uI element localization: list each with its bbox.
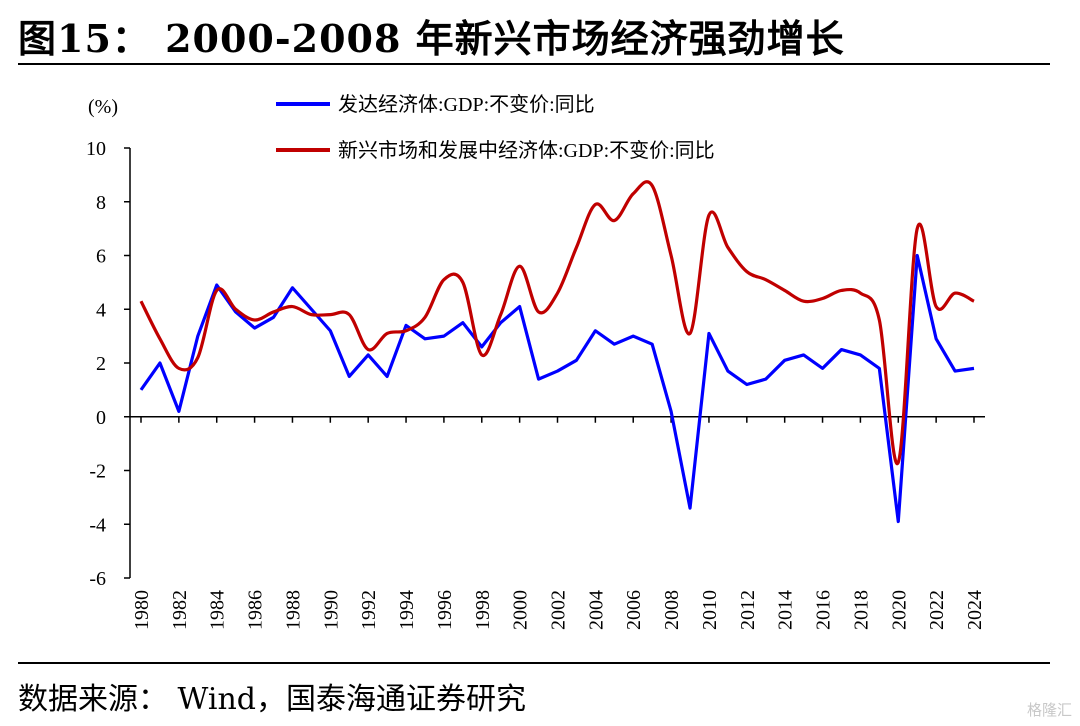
x-tick-label: 2020: [888, 590, 910, 630]
x-tick-label: 2006: [623, 590, 645, 630]
chart-axes: -6 -4 -2 0 2 4 6 8 10 1980 1982 1984 1986 1988 1990 199…: [86, 138, 986, 630]
x-tick-label: 2014: [775, 590, 797, 630]
y-tick-label: 4: [96, 299, 106, 321]
legend-label: 发达经济体:GDP:不变价:同比: [338, 93, 595, 116]
figure-title: 图15： 2000-2008 年新兴市场经济强劲增长: [18, 16, 845, 61]
x-tick-label: 1994: [396, 590, 418, 630]
title-rule: [18, 63, 1050, 65]
y-tick-label: -6: [89, 568, 106, 590]
y-tick-label: 6: [96, 246, 106, 268]
y-axis-unit-label: (%): [88, 96, 118, 118]
series-line-emerging-economies: [139, 180, 975, 466]
x-tick-label: 1982: [169, 590, 191, 630]
legend-label: 新兴市场和发展中经济体:GDP:不变价:同比: [338, 139, 715, 162]
x-tick-label: 2000: [510, 590, 532, 630]
y-tick-label: 2: [96, 353, 106, 375]
x-tick-label: 2010: [699, 590, 721, 630]
source-rule: [18, 662, 1050, 664]
x-tick-label: 1998: [472, 590, 494, 630]
x-tick-label: 2004: [585, 590, 607, 630]
source-note: 数据来源： Wind，国泰海通证券研究: [18, 682, 526, 717]
x-tick-label: 2012: [737, 590, 759, 630]
y-tick-label: -4: [89, 514, 106, 536]
series-layer: [139, 180, 975, 524]
x-tick-label: 1990: [320, 590, 342, 630]
y-tick-label: 8: [96, 192, 106, 214]
y-tick-label: 0: [96, 407, 106, 429]
x-tick-label: 2016: [813, 590, 835, 630]
x-tick-label: 2018: [850, 590, 872, 630]
x-tick-label: 2024: [964, 590, 986, 630]
watermark: 格隆汇: [1026, 701, 1072, 719]
series-line-advanced-economies: [139, 253, 975, 524]
x-tick-label: 1980: [131, 590, 153, 630]
y-tick-label: -2: [89, 461, 106, 483]
x-tick-label: 2008: [661, 590, 683, 630]
x-tick-label: 1986: [245, 590, 267, 630]
x-tick-label: 2002: [548, 590, 570, 630]
x-tick-label: 1988: [282, 590, 304, 630]
x-tick-label: 1996: [434, 590, 456, 630]
x-tick-label: 1984: [207, 590, 229, 630]
x-tick-label: 2022: [926, 590, 948, 630]
y-tick-label: 10: [86, 138, 106, 160]
x-tick-label: 1992: [358, 590, 380, 630]
